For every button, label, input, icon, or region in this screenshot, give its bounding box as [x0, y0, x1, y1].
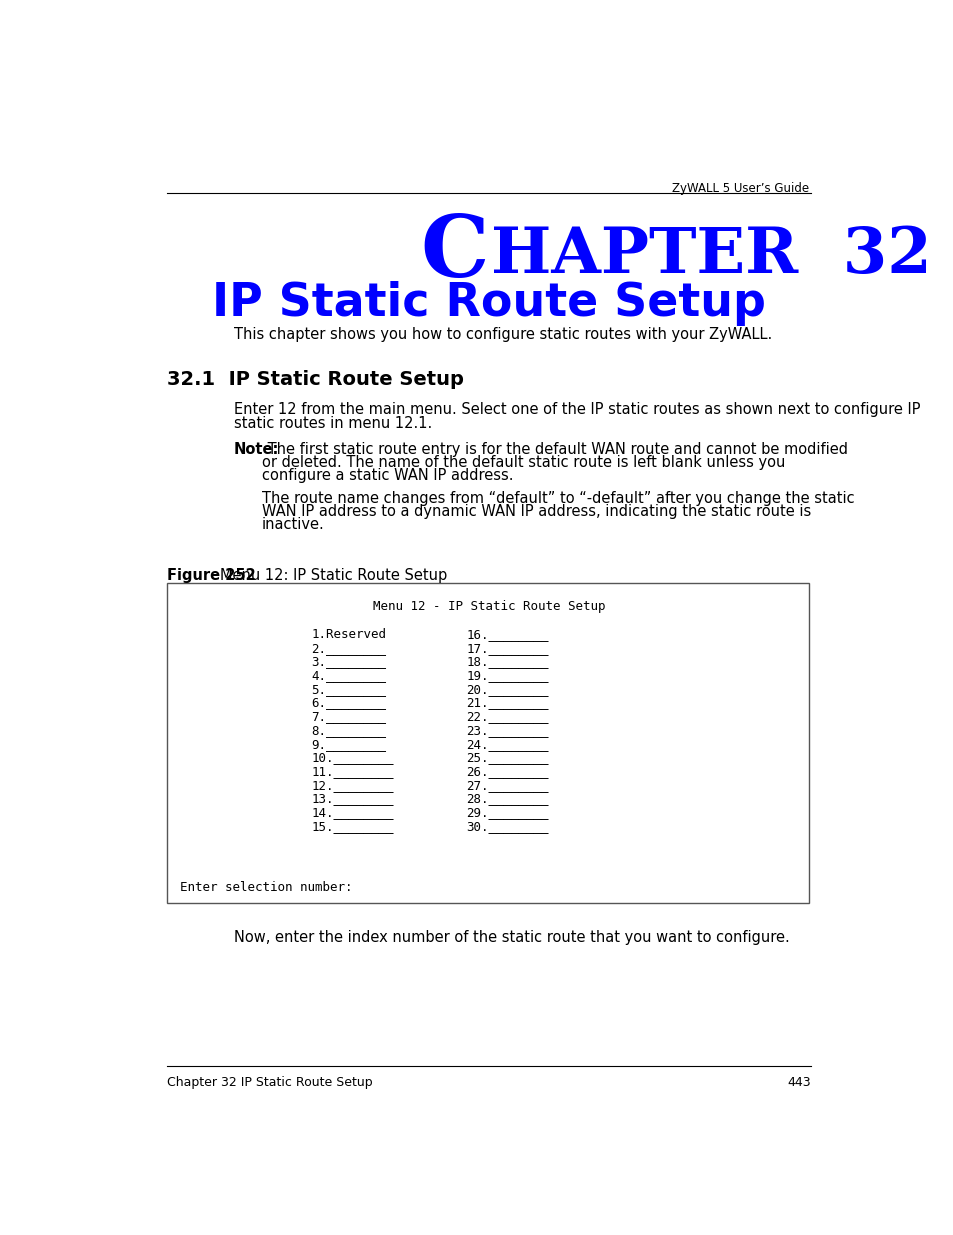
Text: 14.________: 14.________	[311, 806, 394, 819]
Text: IP Static Route Setup: IP Static Route Setup	[212, 280, 765, 326]
Text: configure a static WAN IP address.: configure a static WAN IP address.	[261, 468, 513, 483]
Text: Menu 12 - IP Static Route Setup: Menu 12 - IP Static Route Setup	[373, 600, 604, 614]
Text: 12.________: 12.________	[311, 779, 394, 792]
Text: 4.________: 4.________	[311, 669, 386, 682]
Text: 27.________: 27.________	[466, 779, 548, 792]
Text: 25.________: 25.________	[466, 751, 548, 764]
Text: 3.________: 3.________	[311, 656, 386, 668]
Text: 6.________: 6.________	[311, 697, 386, 709]
Text: 20.________: 20.________	[466, 683, 548, 695]
Text: 30.________: 30.________	[466, 820, 548, 832]
Text: 5.________: 5.________	[311, 683, 386, 695]
Text: inactive.: inactive.	[261, 517, 324, 532]
Text: 24.________: 24.________	[466, 737, 548, 751]
Text: ZyWALL 5 User’s Guide: ZyWALL 5 User’s Guide	[671, 182, 808, 195]
Text: 32.1  IP Static Route Setup: 32.1 IP Static Route Setup	[167, 370, 464, 389]
Text: 16.________: 16.________	[466, 627, 548, 641]
Text: This chapter shows you how to configure static routes with your ZyWALL.: This chapter shows you how to configure …	[233, 327, 771, 342]
Text: 18.________: 18.________	[466, 656, 548, 668]
Text: Enter 12 from the main menu. Select one of the IP static routes as shown next to: Enter 12 from the main menu. Select one …	[233, 403, 920, 417]
Text: The first static route entry is for the default WAN route and cannot be modified: The first static route entry is for the …	[263, 442, 847, 457]
Text: 2.________: 2.________	[311, 642, 386, 655]
Text: static routes in menu 12.1.: static routes in menu 12.1.	[233, 416, 432, 431]
Text: Enter selection number:: Enter selection number:	[179, 882, 352, 894]
Text: 10.________: 10.________	[311, 751, 394, 764]
Text: 17.________: 17.________	[466, 642, 548, 655]
Text: 1.Reserved: 1.Reserved	[311, 627, 386, 641]
Bar	[167, 583, 808, 903]
Text: 21.________: 21.________	[466, 697, 548, 709]
Text: HAPTER  32: HAPTER 32	[491, 225, 931, 287]
Text: 19.________: 19.________	[466, 669, 548, 682]
Text: 15.________: 15.________	[311, 820, 394, 832]
Text: 28.________: 28.________	[466, 793, 548, 805]
Text: 22.________: 22.________	[466, 710, 548, 724]
Text: The route name changes from “default” to “-default” after you change the static: The route name changes from “default” to…	[261, 490, 854, 506]
Text: 26.________: 26.________	[466, 764, 548, 778]
Text: Chapter 32 IP Static Route Setup: Chapter 32 IP Static Route Setup	[167, 1076, 373, 1089]
Text: WAN IP address to a dynamic WAN IP address, indicating the static route is: WAN IP address to a dynamic WAN IP addre…	[261, 504, 810, 519]
Text: or deleted. The name of the default static route is left blank unless you: or deleted. The name of the default stat…	[261, 454, 784, 469]
Text: 13.________: 13.________	[311, 793, 394, 805]
Text: Menu 12: IP Static Route Setup: Menu 12: IP Static Route Setup	[220, 568, 447, 583]
Text: 7.________: 7.________	[311, 710, 386, 724]
Text: 9.________: 9.________	[311, 737, 386, 751]
Text: 11.________: 11.________	[311, 764, 394, 778]
Text: 29.________: 29.________	[466, 806, 548, 819]
Text: C: C	[420, 211, 488, 295]
Text: Note:: Note:	[233, 442, 279, 457]
Text: Figure 252: Figure 252	[167, 568, 255, 583]
Text: 443: 443	[786, 1076, 810, 1089]
Text: 23.________: 23.________	[466, 724, 548, 737]
Text: 8.________: 8.________	[311, 724, 386, 737]
Text: Now, enter the index number of the static route that you want to configure.: Now, enter the index number of the stati…	[233, 930, 789, 945]
